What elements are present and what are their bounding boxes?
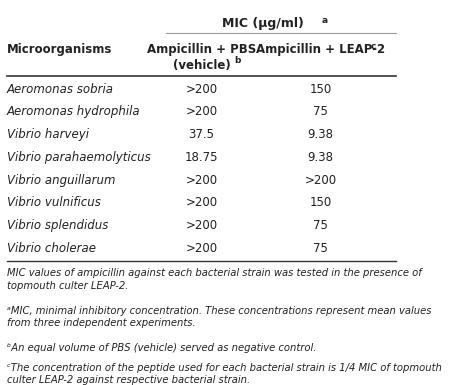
Text: >200: >200 <box>185 174 218 187</box>
Text: >200: >200 <box>185 196 218 209</box>
Text: 75: 75 <box>313 242 328 255</box>
Text: Vibrio splendidus: Vibrio splendidus <box>7 219 108 232</box>
Text: 9.38: 9.38 <box>308 128 334 141</box>
Text: a: a <box>322 16 328 25</box>
Text: MIC (μg/ml): MIC (μg/ml) <box>222 17 304 30</box>
Text: c: c <box>371 42 376 51</box>
Text: Ampicillin + LEAP-2: Ampicillin + LEAP-2 <box>256 43 385 56</box>
Text: Aeromonas sobria: Aeromonas sobria <box>7 82 114 95</box>
Text: >200: >200 <box>185 242 218 255</box>
Text: 75: 75 <box>313 105 328 118</box>
Text: MIC values of ampicillin against each bacterial strain was tested in the presenc: MIC values of ampicillin against each ba… <box>7 268 421 291</box>
Text: ᶜThe concentration of the peptide used for each bacterial strain is 1/4 MIC of t: ᶜThe concentration of the peptide used f… <box>7 363 442 385</box>
Text: Vibrio parahaemolyticus: Vibrio parahaemolyticus <box>7 151 151 164</box>
Text: Aeromonas hydrophila: Aeromonas hydrophila <box>7 105 140 118</box>
Text: >200: >200 <box>304 174 337 187</box>
Text: 9.38: 9.38 <box>308 151 334 164</box>
Text: >200: >200 <box>185 82 218 95</box>
Text: Vibrio vulnificus: Vibrio vulnificus <box>7 196 100 209</box>
Text: Ampicillin + PBS
(vehicle): Ampicillin + PBS (vehicle) <box>147 43 256 72</box>
Text: 150: 150 <box>310 82 332 95</box>
Text: 18.75: 18.75 <box>185 151 218 164</box>
Text: Microorganisms: Microorganisms <box>7 43 112 56</box>
Text: ᵃMIC, minimal inhibitory concentration. These concentrations represent mean valu: ᵃMIC, minimal inhibitory concentration. … <box>7 306 431 328</box>
Text: Vibrio cholerae: Vibrio cholerae <box>7 242 96 255</box>
Text: Vibrio harveyi: Vibrio harveyi <box>7 128 89 141</box>
Text: 150: 150 <box>310 196 332 209</box>
Text: 37.5: 37.5 <box>188 128 214 141</box>
Text: >200: >200 <box>185 105 218 118</box>
Text: 75: 75 <box>313 219 328 232</box>
Text: b: b <box>234 56 240 65</box>
Text: ᵇAn equal volume of PBS (vehicle) served as negative control.: ᵇAn equal volume of PBS (vehicle) served… <box>7 343 316 353</box>
Text: Vibrio anguillarum: Vibrio anguillarum <box>7 174 115 187</box>
Text: >200: >200 <box>185 219 218 232</box>
